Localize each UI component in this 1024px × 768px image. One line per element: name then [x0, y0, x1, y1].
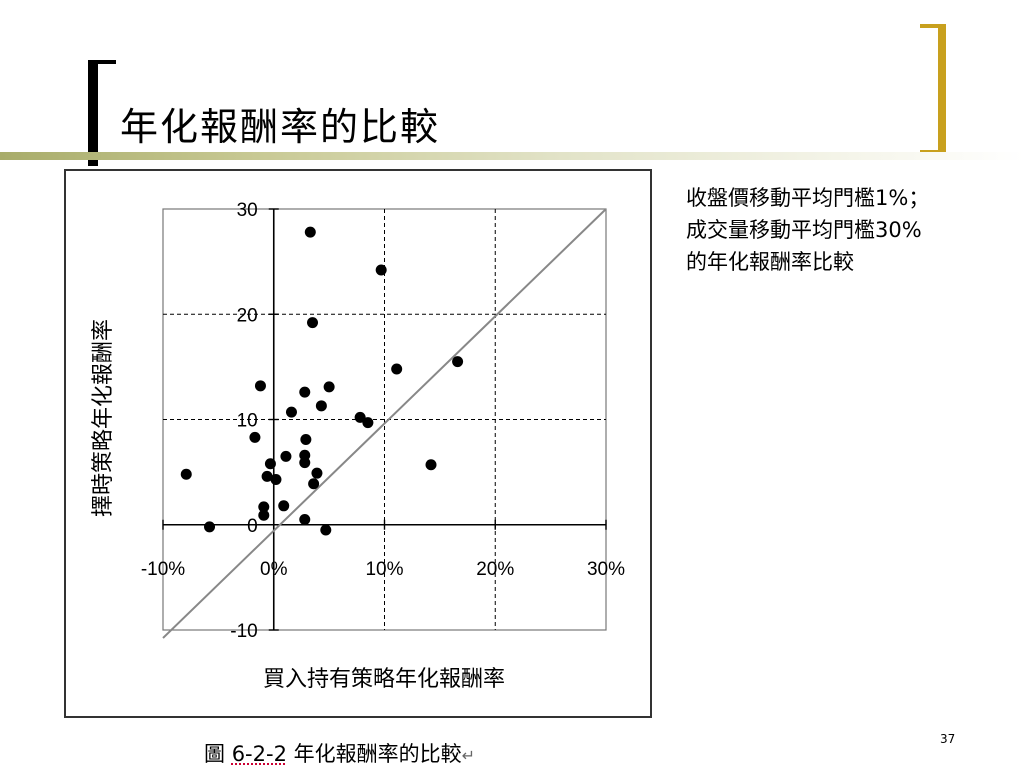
- caption-prefix: 圖: [204, 742, 232, 766]
- scatter-point: [264, 458, 276, 470]
- caption-text: 年化報酬率的比較: [286, 742, 462, 766]
- chart-note: 收盤價移動平均門檻1%； 成交量移動平均門檻30% 的年化報酬率比較: [686, 182, 929, 278]
- y-tick-label: 10: [237, 411, 258, 432]
- slide-title: 年化報酬率的比較: [120, 105, 441, 149]
- y-tick-label: 0: [247, 516, 258, 537]
- x-tick-label: -10%: [141, 559, 185, 580]
- note-line-1: 收盤價移動平均門檻1%；: [686, 186, 930, 210]
- x-axis-title: 買入持有策略年化報酬率: [263, 667, 505, 692]
- scatter-point: [278, 500, 290, 512]
- x-tick-label: 10%: [365, 559, 403, 580]
- scatter-point: [391, 363, 403, 375]
- tick-labels: -10% 0% 10% 20% 30% -10 0 10 20 30: [141, 200, 625, 642]
- scatter-point: [254, 380, 266, 392]
- y-tick-label: 20: [237, 305, 258, 326]
- scatter-point: [320, 524, 332, 536]
- scatter-point: [204, 521, 216, 533]
- scatter-point: [425, 459, 437, 471]
- scatter-point: [315, 400, 327, 412]
- scatter-point: [261, 470, 273, 482]
- scatter-point: [258, 501, 270, 513]
- note-line-3: 的年化報酬率比較: [686, 250, 854, 274]
- scatter-point: [280, 450, 292, 462]
- scatter-point: [270, 473, 282, 485]
- figure-caption: 圖 6-2-2 年化報酬率的比較↵: [204, 738, 475, 768]
- grid-lines: [162, 208, 607, 631]
- x-tick-label: 0%: [260, 559, 288, 580]
- y-tick-label: -10: [230, 621, 257, 642]
- scatter-point: [304, 226, 316, 238]
- scatter-point: [249, 431, 261, 443]
- scatter-point: [285, 406, 297, 418]
- scatter-point: [354, 411, 366, 423]
- scatter-point: [323, 381, 335, 393]
- scatter-point: [299, 513, 311, 525]
- scatter-point: [299, 457, 311, 469]
- scatter-point: [180, 468, 192, 480]
- x-tick-label: 30%: [587, 559, 625, 580]
- paragraph-mark-icon: ↵: [461, 746, 476, 765]
- diagonal-reference-line: [162, 208, 607, 639]
- data-points: [180, 226, 464, 536]
- caption-number: 6-2-2: [231, 742, 287, 766]
- scatter-point: [311, 467, 323, 479]
- axes: [162, 208, 607, 639]
- x-tick-label: 20%: [476, 559, 514, 580]
- y-tick-label: 30: [237, 200, 258, 221]
- title-rule: [0, 152, 1024, 160]
- scatter-point: [258, 509, 270, 521]
- page-number: 37: [940, 732, 956, 746]
- figure-frame: [64, 169, 652, 718]
- scatter-point: [307, 317, 319, 329]
- note-line-2: 成交量移動平均門檻30%: [686, 218, 922, 242]
- scatter-point: [452, 356, 464, 368]
- y-axis-title: 擇時策略年化報酬率: [91, 319, 116, 517]
- scatter-point: [299, 386, 311, 398]
- scatter-point: [375, 264, 387, 276]
- scatter-point: [300, 433, 312, 445]
- title-bracket-left: [88, 60, 116, 166]
- scatter-point: [362, 417, 374, 429]
- scatter-point: [308, 478, 320, 490]
